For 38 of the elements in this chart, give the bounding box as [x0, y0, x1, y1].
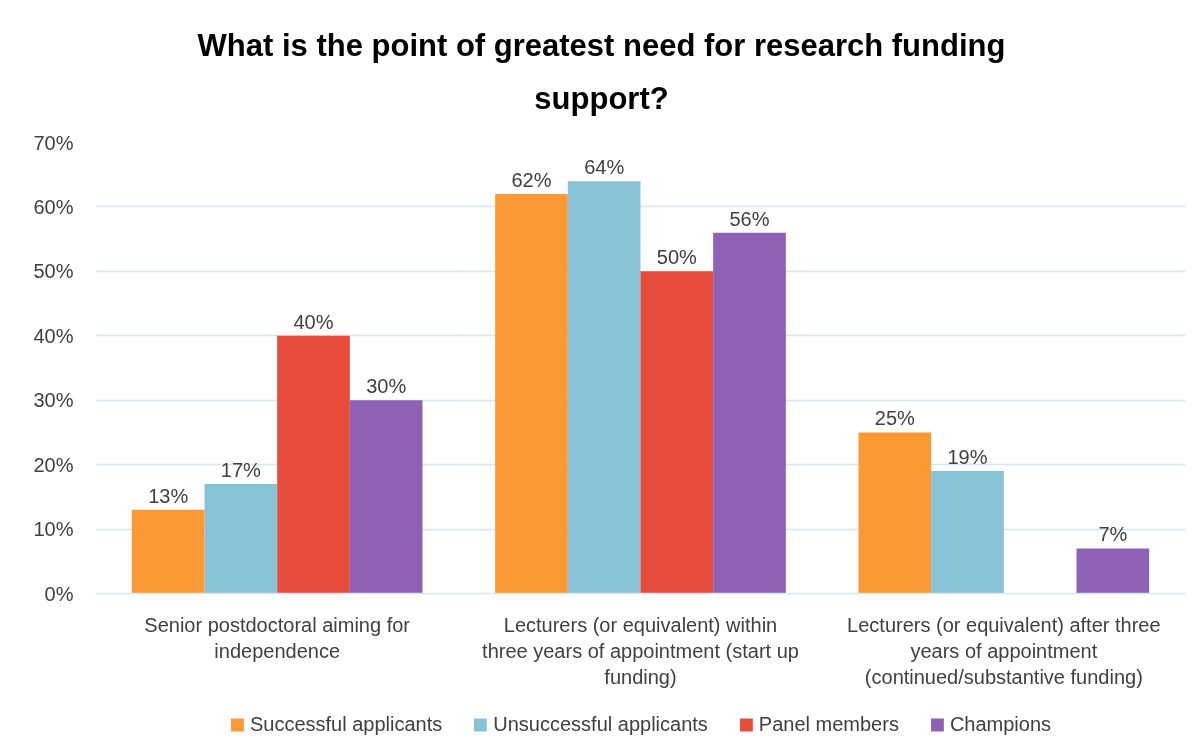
y-tick-label: 60%	[33, 195, 74, 218]
y-tick-label: 20%	[33, 453, 74, 476]
bar	[495, 194, 568, 594]
bar	[204, 483, 278, 594]
bar	[858, 432, 932, 594]
data-label: 19%	[947, 446, 988, 469]
bar	[349, 400, 423, 594]
data-label: 30%	[366, 375, 407, 398]
bar	[1076, 548, 1150, 594]
data-label: 13%	[148, 484, 189, 507]
bar	[277, 335, 350, 594]
legend-label: Successful applicants	[249, 712, 443, 736]
bar	[567, 181, 641, 594]
x-tick-label: Lecturers (or equivalent) within three years of appointment (start up funding)	[482, 613, 799, 689]
data-label: 50%	[656, 246, 698, 269]
data-label: 7%	[1098, 523, 1128, 546]
bar	[131, 509, 205, 594]
legend-label: Panel members	[758, 712, 899, 736]
x-tick-label: Lecturers (or equivalent) after three years of appointment (continued/substantive funding)	[847, 613, 1161, 689]
bar	[713, 232, 786, 594]
y-tick-label: 40%	[33, 324, 74, 347]
data-label: 25%	[874, 407, 916, 430]
y-tick-label: 30%	[33, 389, 74, 412]
y-tick-label: 0%	[44, 582, 74, 605]
data-label: 64%	[584, 156, 625, 179]
y-tick-label: 50%	[33, 260, 74, 283]
data-label: 40%	[293, 310, 334, 333]
legend-label: Champions	[949, 712, 1052, 736]
x-tick-label: Senior postdoctoral aiming for independence	[144, 613, 411, 662]
data-label: 56%	[729, 207, 770, 230]
legend-label: Unsuccessful applicants	[493, 712, 708, 736]
chart-title: What is the point of greatest need for research funding support?	[197, 27, 1006, 118]
y-tick-label: 70%	[33, 131, 74, 154]
data-label: 62%	[511, 169, 552, 192]
bar	[931, 471, 1004, 594]
y-tick-label: 10%	[33, 518, 74, 541]
data-label: 17%	[220, 458, 262, 481]
bar	[640, 271, 714, 594]
